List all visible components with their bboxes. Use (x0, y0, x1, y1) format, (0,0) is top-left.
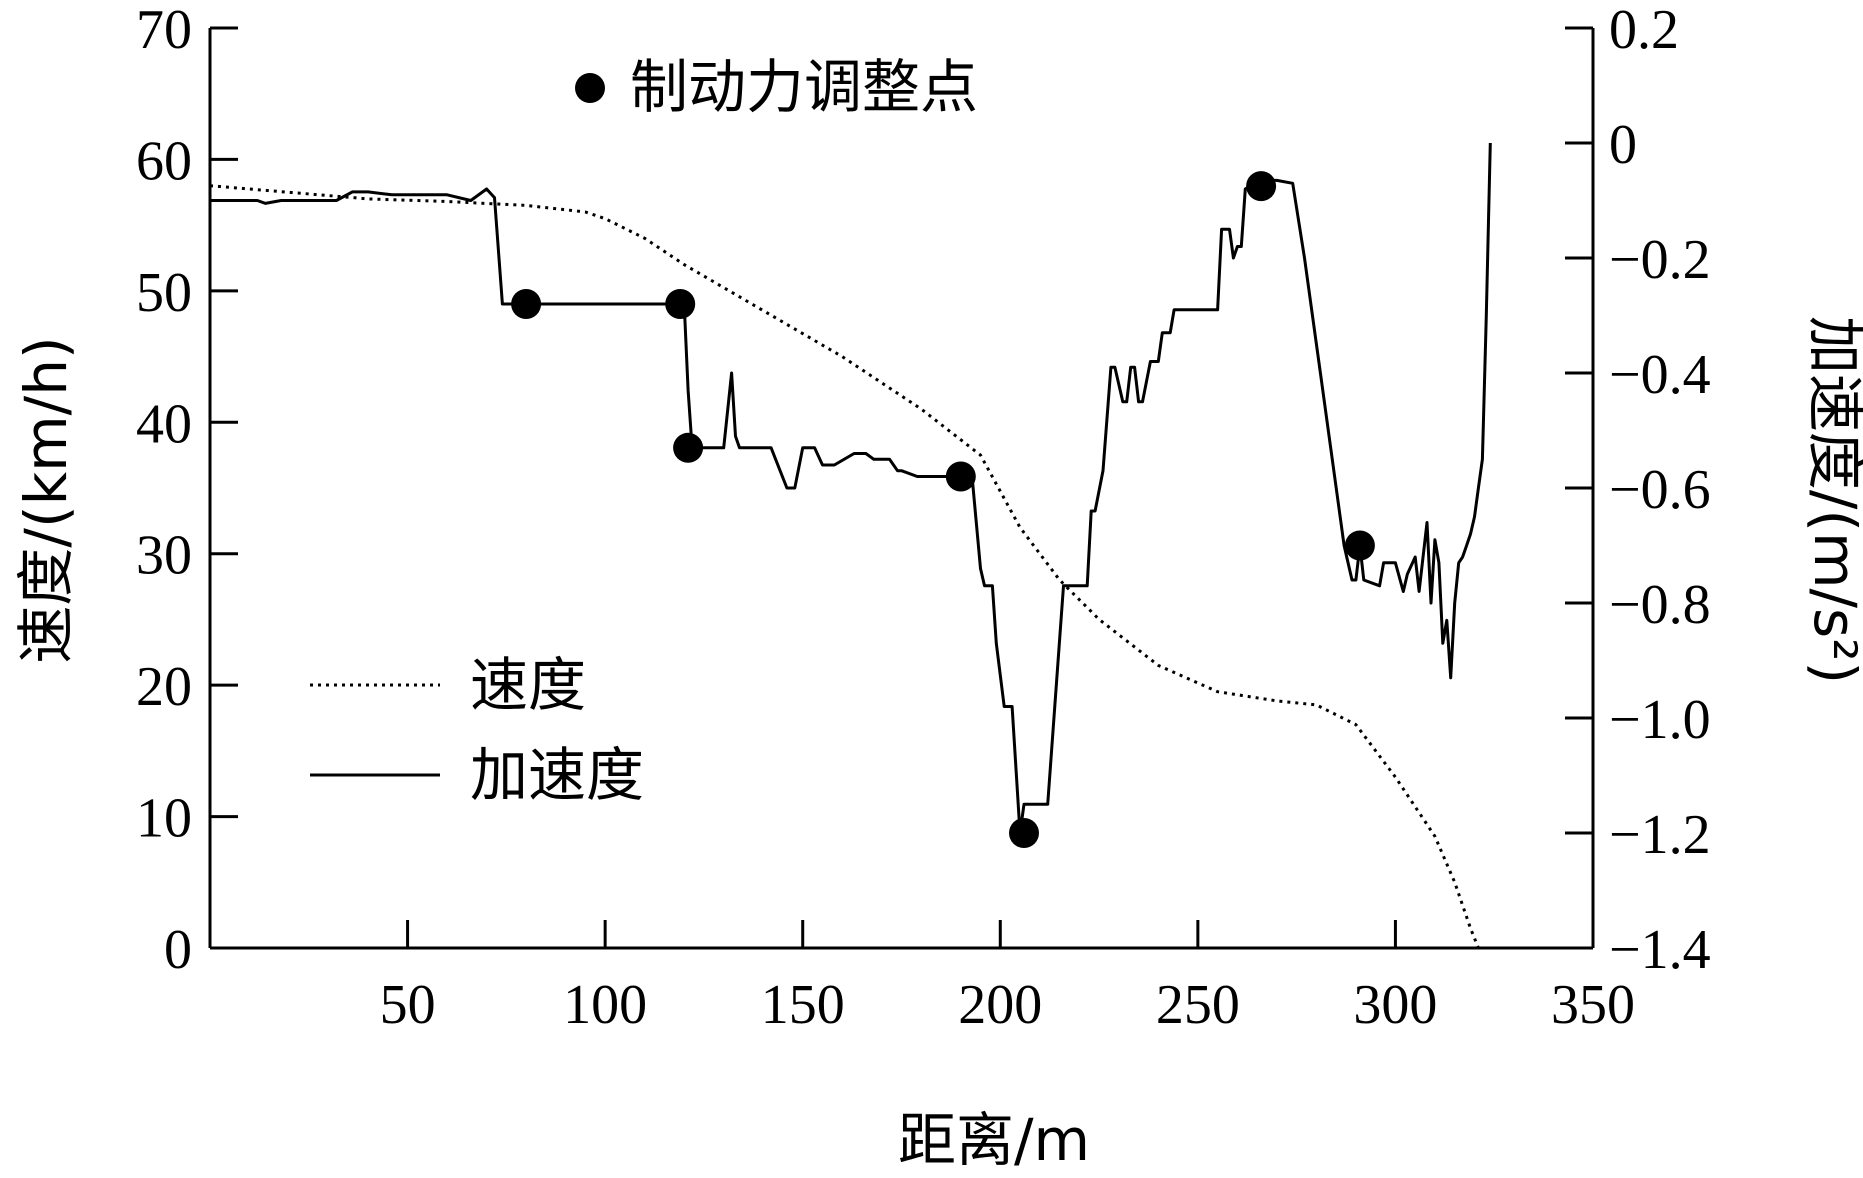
y-tick-label: 30 (136, 525, 192, 587)
y2-tick-label: −0.4 (1609, 344, 1711, 406)
y-tick-label: 40 (136, 393, 192, 455)
brake-adjust-point (945, 461, 976, 492)
series-line-acceleration (210, 142, 1492, 835)
brake-adjust-point (673, 432, 704, 463)
x-tick-label: 200 (958, 974, 1042, 1036)
y2-tick-label: 0 (1609, 114, 1637, 176)
y2-tick-label: −0.6 (1609, 459, 1711, 521)
series-layer (209, 142, 1492, 949)
legend-speed-label: 速度 (470, 651, 586, 719)
marker-legend-label: 制动力调整点 (630, 53, 978, 121)
marker-legend: 制动力调整点 (575, 53, 978, 121)
y2-tick-label: 0.2 (1609, 0, 1679, 61)
x-tick-label: 50 (380, 974, 436, 1036)
y-tick-label: 70 (136, 0, 192, 61)
x-tick-label: 350 (1551, 974, 1635, 1036)
x-tick-label: 300 (1353, 974, 1437, 1036)
legend: 速度 加速度 (310, 651, 644, 809)
y-tick-label: 0 (164, 919, 192, 981)
y-tick-label: 10 (136, 788, 192, 850)
y2-tick-label: −1.2 (1609, 804, 1711, 866)
y-axis-title: 速度/(km/h) (12, 336, 80, 663)
y-tick-label: 60 (136, 130, 192, 192)
y2-tick-label: −1.0 (1609, 689, 1711, 751)
y-tick-label: 50 (136, 262, 192, 324)
brake-adjust-point (1009, 818, 1039, 848)
marker-layer (511, 171, 1375, 848)
x-tick-label: 150 (761, 974, 845, 1036)
brake-adjust-point (665, 289, 696, 319)
y2-tick-label: −1.4 (1609, 919, 1711, 981)
y-tick-label: 20 (136, 656, 192, 718)
series-line-speed (209, 184, 1480, 949)
x-axis-title: 距离/m (898, 1106, 1090, 1174)
x-tick-label: 250 (1156, 974, 1240, 1036)
brake-adjust-point (1344, 530, 1375, 561)
brake-adjust-point (511, 289, 542, 319)
axes: 50 100 150 200 250 300 350 0 10 20 30 40 50 60 70 −1.4 −… (136, 0, 1711, 1036)
y2-tick-label: −0.8 (1609, 574, 1711, 636)
marker-legend-symbol (575, 73, 605, 103)
x-tick-label: 100 (563, 974, 647, 1036)
legend-accel-label: 加速度 (470, 741, 644, 809)
y2-tick-label: −0.2 (1609, 229, 1711, 291)
y2-axis-title: 加速度/(m/s²) (1801, 316, 1863, 684)
brake-adjust-point (1246, 171, 1277, 202)
